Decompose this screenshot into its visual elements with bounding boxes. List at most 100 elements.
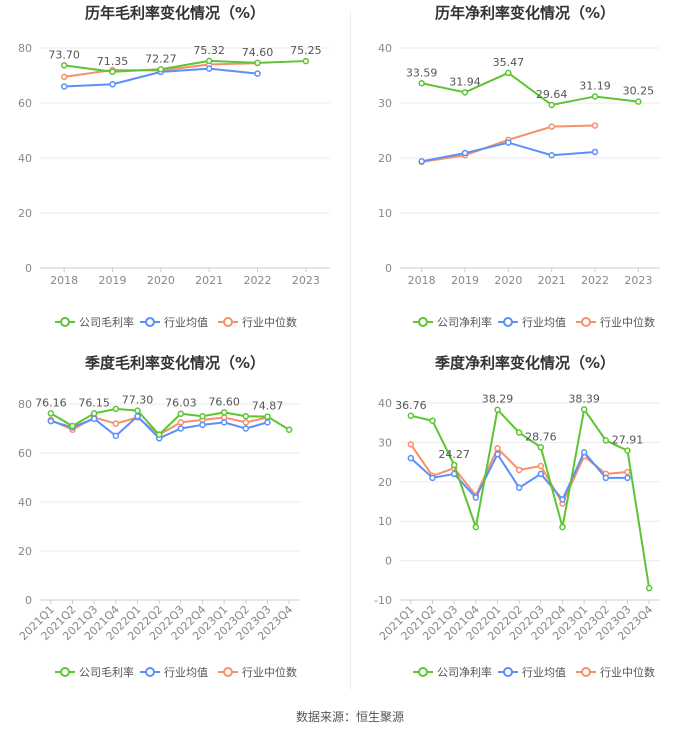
y-tick-label: 40 xyxy=(378,42,392,55)
data-point xyxy=(494,450,501,458)
series-line xyxy=(410,406,651,589)
data-point xyxy=(205,65,213,72)
data-source-note: 数据来源：恒生聚源 xyxy=(295,710,404,724)
series-line xyxy=(64,59,306,73)
y-tick-label: 80 xyxy=(18,398,32,411)
data-label: 75.32 xyxy=(193,44,225,57)
panel-divider xyxy=(350,10,351,690)
legend-label[interactable]: 行业中位数 xyxy=(600,315,655,329)
legend-label[interactable]: 行业均值 xyxy=(522,666,566,679)
annual-net-margin-chart: 历年净利率变化情况（%） 0 10 20 30 40 2018 2019 2020 2021 202… xyxy=(350,0,700,350)
data-label: 31.94 xyxy=(449,75,481,88)
legend-label[interactable]: 行业均值 xyxy=(164,316,208,329)
legend-label[interactable]: 行业均值 xyxy=(164,666,208,679)
x-tick-label: 2021 xyxy=(195,274,223,287)
x-tick-label: 2022 xyxy=(244,274,272,287)
data-point xyxy=(47,410,55,417)
data-point xyxy=(177,425,185,432)
data-label: 76.16 xyxy=(35,396,67,409)
data-point xyxy=(242,419,250,426)
data-label: 24.27 xyxy=(438,448,470,461)
data-point xyxy=(580,406,588,413)
data-point xyxy=(450,461,458,469)
legend-swatch-marker xyxy=(223,667,233,677)
x-tick-label: 2020 xyxy=(147,274,175,287)
data-point xyxy=(559,496,566,503)
quarterly-net-margin-chart: 季度净利率变化情况（%） -10 0 10 20 30 40 2021Q1 2021Q2 2021… xyxy=(350,350,700,700)
data-point xyxy=(112,420,120,427)
data-label: 77.30 xyxy=(122,394,154,407)
data-label: 35.47 xyxy=(493,56,525,69)
data-point xyxy=(602,474,610,482)
x-tick-label: 2021 xyxy=(538,274,566,287)
data-point xyxy=(624,468,631,476)
data-point xyxy=(264,419,271,426)
data-point xyxy=(537,444,545,451)
x-tick-label: 2019 xyxy=(99,274,127,287)
data-label: 75.25 xyxy=(290,44,322,57)
data-point xyxy=(472,523,480,531)
data-point xyxy=(548,123,555,130)
data-point xyxy=(429,474,436,482)
data-point xyxy=(537,470,545,478)
y-tick-label: 20 xyxy=(18,207,32,220)
data-label: 38.39 xyxy=(568,392,600,405)
y-tick-label: 40 xyxy=(378,397,392,410)
data-point xyxy=(580,449,588,456)
x-tick-label: 2018 xyxy=(408,274,436,287)
legend-label[interactable]: 行业中位数 xyxy=(242,315,297,329)
data-point xyxy=(591,148,599,156)
data-point xyxy=(537,462,545,470)
data-point xyxy=(591,122,599,129)
legend-label[interactable]: 行业均值 xyxy=(522,316,566,329)
data-point xyxy=(90,410,98,417)
quarterly-gross-margin-chart: 季度毛利率变化情况（%） 0 20 40 60 80 2021Q1 2021Q2 2021Q3 2… xyxy=(0,350,350,700)
data-point xyxy=(602,437,610,444)
legend-swatch-marker xyxy=(60,317,70,327)
data-point xyxy=(515,484,523,491)
y-tick-label: 20 xyxy=(378,476,392,489)
data-point xyxy=(494,406,501,413)
data-point xyxy=(418,158,425,165)
series-line xyxy=(421,71,639,107)
legend-swatch-marker xyxy=(145,667,155,677)
data-point xyxy=(515,466,523,474)
legend-swatch-marker xyxy=(503,667,513,677)
y-tick-label: 10 xyxy=(378,515,392,528)
y-tick-label: 40 xyxy=(18,496,32,509)
annual-gross-margin-svg: 历年毛利率变化情况（%） 0 20 40 60 80 2018 2019 2020 2021 202… xyxy=(18,4,330,329)
data-point xyxy=(199,413,206,420)
x-tick-label: 2023 xyxy=(292,274,320,287)
legend-label[interactable]: 公司毛利率 xyxy=(79,315,134,329)
y-tick-label: 40 xyxy=(18,152,32,165)
data-label: 74.87 xyxy=(252,400,284,413)
data-point xyxy=(242,413,250,420)
chart-title: 历年净利率变化情况（%） xyxy=(435,4,615,22)
legend-label[interactable]: 公司毛利率 xyxy=(79,665,134,679)
data-point xyxy=(220,409,228,416)
legend-label[interactable]: 行业中位数 xyxy=(242,665,297,679)
y-tick-label: 0 xyxy=(385,555,392,568)
data-label: 30.25 xyxy=(623,85,655,98)
data-point xyxy=(199,421,206,429)
data-point xyxy=(645,584,653,592)
data-point xyxy=(461,149,469,157)
legend-label[interactable]: 公司净利率 xyxy=(437,665,492,679)
data-label: 28.76 xyxy=(525,430,557,443)
data-point xyxy=(407,454,415,462)
data-point xyxy=(461,89,469,96)
data-point xyxy=(177,419,185,426)
legend-swatch-marker xyxy=(503,317,513,327)
y-tick-label: 0 xyxy=(25,594,32,607)
data-point xyxy=(494,445,501,452)
data-label: 76.03 xyxy=(165,397,197,410)
y-tick-label: 20 xyxy=(18,545,32,558)
series-line xyxy=(50,407,290,437)
data-point xyxy=(548,101,555,109)
data-label: 38.29 xyxy=(482,393,514,406)
y-tick-label: 0 xyxy=(385,262,392,275)
legend-label[interactable]: 行业中位数 xyxy=(600,665,655,679)
data-point xyxy=(47,417,55,425)
legend-label[interactable]: 公司净利率 xyxy=(437,315,492,329)
legend-swatch-marker xyxy=(418,317,428,327)
